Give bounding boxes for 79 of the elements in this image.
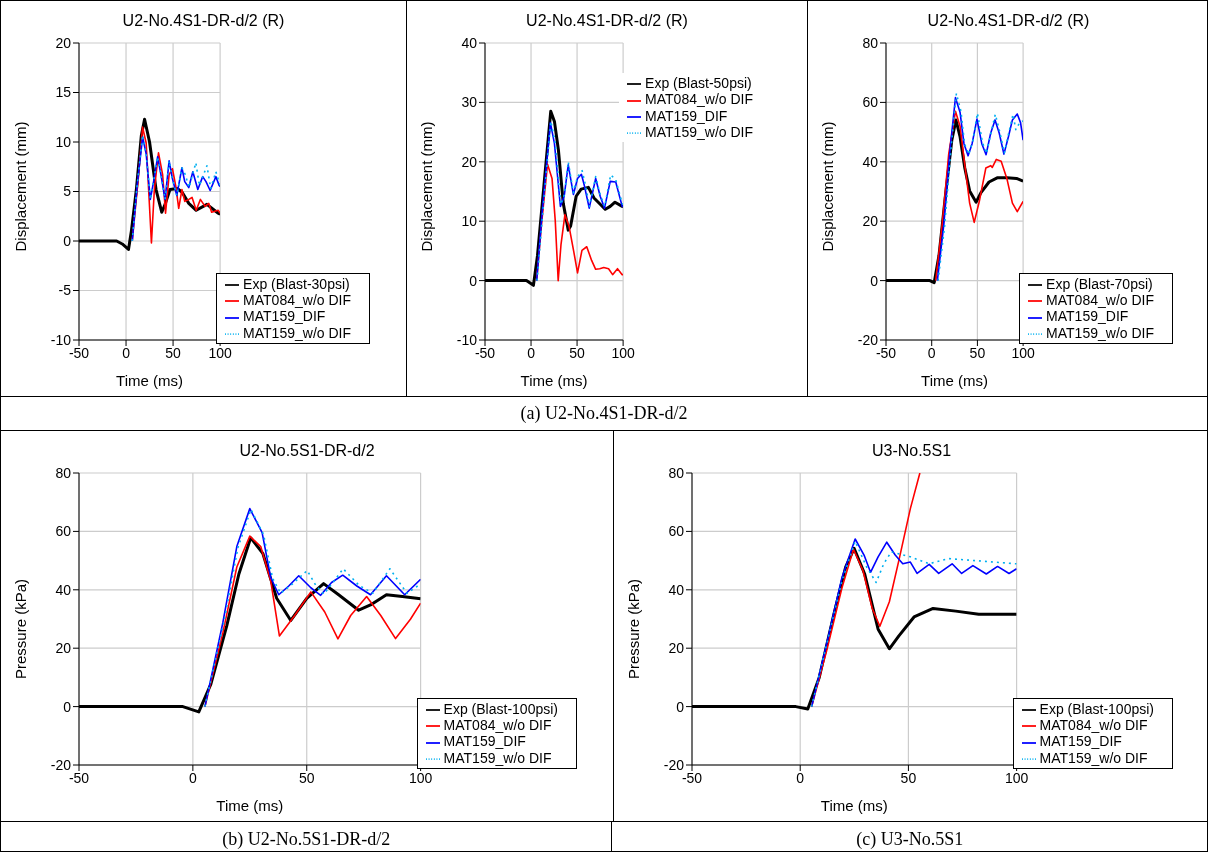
x-axis-title: Time (ms) [116,372,184,389]
text: (a) U2-No.4S1-DR-d/2 [520,403,688,423]
x-tick-label: 50 [298,769,315,786]
legend-label: Exp (Blast-50psi) [645,75,752,91]
legend-label: MAT084_w/o DIF [443,717,552,734]
y-tick-label: 15 [55,84,72,101]
y-tick-label: 40 [862,153,879,170]
y-tick-label: -5 [58,282,72,299]
legend-label: Exp (Blast-30psi) [243,275,350,292]
y-axis-title: Pressure (kPa) [625,578,643,679]
legend-label: MAT159_DIF [443,733,526,750]
x-tick-label: 0 [796,769,805,786]
chart-title: U2-No.4S1-DR-d/2 (R) [121,11,286,31]
legend-label: MAT159_w/o DIF [645,123,753,140]
x-axis-title: Time (ms) [520,372,588,389]
y-tick-label: 0 [676,698,685,715]
legend-label: Exp (Blast-100psi) [443,700,558,717]
legend-label: Exp (Blast-70psi) [1046,275,1153,292]
x-tick-label: 100 [1004,769,1029,786]
chart-title: U2-No.5S1-DR-d/2 [238,441,376,461]
y-tick-label: 80 [862,34,879,51]
legend-label: MAT159_DIF [243,308,326,325]
x-axis-title: Time (ms) [216,797,284,814]
x-tick-label: 50 [969,344,986,361]
x-tick-label: 0 [188,769,197,786]
y-tick-label: 0 [469,272,478,289]
legend-label: MAT159_DIF [1039,733,1122,750]
legend-label: MAT159_w/o DIF [243,324,351,341]
y-tick-label: 30 [461,94,478,111]
y-tick-label: 20 [862,213,879,230]
y-tick-label: 10 [461,213,478,230]
legend-label: MAT084_w/o DIF [1046,292,1154,309]
y-tick-label: 40 [461,34,478,51]
text: (c) U3-No.5S1 [856,829,964,849]
x-axis-title: Time (ms) [820,797,888,814]
legend-label: MAT159_DIF [1046,308,1129,325]
y-tick-label: 5 [63,183,72,200]
x-tick-label: 100 [1011,344,1035,361]
legend-label: MAT159_DIF [645,107,728,124]
y-tick-label: 20 [55,640,72,657]
x-tick-label: 100 [408,769,433,786]
y-tick-label: 0 [63,698,72,715]
y-tick-label: 40 [55,581,72,598]
y-tick-label: 80 [668,464,685,481]
legend-label: MAT159_w/o DIF [1046,324,1154,341]
x-axis-title: Time (ms) [921,372,989,389]
y-tick-label: 0 [63,232,72,249]
x-tick-label: 0 [927,344,936,361]
y-tick-label: 60 [55,523,72,540]
text: (b) U2-No.5S1-DR-d/2 [222,829,391,849]
legend-label: Exp (Blast-100psi) [1039,700,1154,717]
x-tick-label: 100 [208,344,232,361]
y-tick-label: 20 [668,640,685,657]
legend-label: MAT159_w/o DIF [1039,749,1148,766]
legend-label: MAT084_w/o DIF [1039,717,1148,734]
y-axis-title: Pressure (kPa) [12,578,30,679]
y-axis-title: Displacement (mm) [819,121,837,252]
y-tick-label: 10 [55,133,72,150]
chart-title: U3-No.5S1 [870,441,953,461]
legend-label: MAT159_w/o DIF [443,749,552,766]
y-axis-title: Displacement (mm) [418,121,436,252]
y-tick-label: 20 [55,34,72,51]
y-tick-label: 40 [668,581,685,598]
x-tick-label: 0 [122,344,131,361]
chart-title: U2-No.4S1-DR-d/2 (R) [525,11,689,31]
x-tick-label: 50 [165,344,182,361]
y-tick-label: 20 [461,153,478,170]
y-tick-label: 0 [870,272,879,289]
x-tick-label: 100 [611,344,635,361]
y-tick-label: 80 [55,464,72,481]
x-tick-label: 50 [569,344,586,361]
chart-title: U2-No.4S1-DR-d/2 (R) [926,11,1091,31]
legend-label: MAT084_w/o DIF [243,292,351,309]
x-tick-label: 0 [527,344,536,361]
y-axis-title: Displacement (mm) [12,121,30,252]
legend-label: MAT084_w/o DIF [645,91,753,108]
y-tick-label: 60 [862,94,879,111]
x-tick-label: 50 [900,769,917,786]
y-tick-label: 60 [668,523,685,540]
